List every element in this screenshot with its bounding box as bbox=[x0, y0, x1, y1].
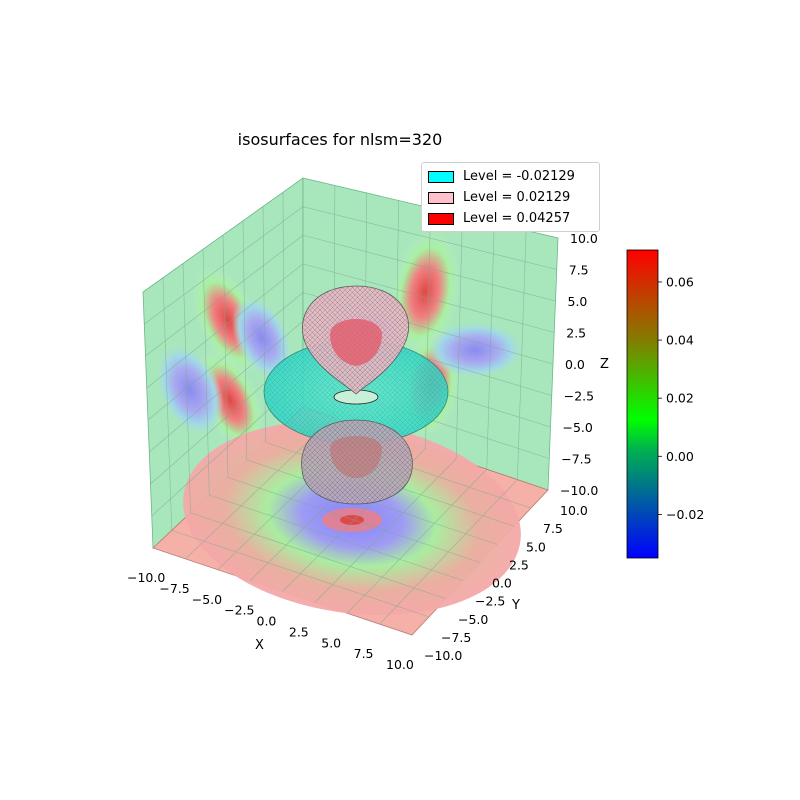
x-tick-label: −10.0 bbox=[127, 570, 165, 585]
x-tick-label: 2.5 bbox=[289, 624, 309, 639]
colorbar-tick-label: 0.00 bbox=[666, 449, 694, 464]
grid-line bbox=[262, 206, 266, 443]
y-axis-label: Y bbox=[511, 598, 520, 613]
y-tick-label: −10.0 bbox=[424, 648, 462, 663]
legend: Level = -0.02129 Level = 0.02129 Level =… bbox=[421, 162, 600, 232]
z-axis-ticks: −10.0 −7.5 −5.0 −2.5 0.0 2.5 5.0 7.5 10.0 bbox=[560, 231, 598, 498]
y-axis-ticks: −10.0 −7.5 −5.0 −2.5 0.0 2.5 5.0 7.5 10.0 bbox=[424, 503, 588, 663]
x-tick-label: −2.5 bbox=[224, 603, 254, 618]
y-tick-label: 0.0 bbox=[492, 576, 512, 591]
grid-line bbox=[302, 206, 557, 270]
y-tick-label: 5.0 bbox=[526, 539, 546, 554]
z-tick-label: 7.5 bbox=[569, 263, 589, 278]
grid-line bbox=[147, 292, 304, 421]
y-tick-label: 2.5 bbox=[509, 557, 529, 572]
legend-label: Level = 0.04257 bbox=[463, 211, 571, 226]
floor bbox=[152, 406, 549, 636]
colorbar-tick-label: 0.04 bbox=[666, 333, 694, 348]
colorbar-tick-label: 0.06 bbox=[666, 274, 694, 289]
x-tick-label: 0.0 bbox=[257, 614, 277, 629]
legend-label: Level = 0.02129 bbox=[463, 190, 571, 205]
x-tick-label: 5.0 bbox=[321, 635, 341, 650]
legend-swatch-pink bbox=[428, 191, 454, 204]
grid-line bbox=[455, 215, 463, 459]
colorbar-ticks: −0.02 0.00 0.02 0.04 0.06 bbox=[658, 274, 704, 522]
z-tick-label: −10.0 bbox=[560, 483, 598, 498]
grid-line bbox=[144, 206, 304, 325]
legend-swatch-red bbox=[428, 212, 454, 225]
z-tick-label: −5.0 bbox=[563, 420, 593, 435]
grid-line bbox=[146, 263, 304, 389]
y-tick-label: −2.5 bbox=[475, 594, 505, 609]
z-tick-label: −7.5 bbox=[561, 452, 591, 467]
z-tick-label: 5.0 bbox=[568, 294, 588, 309]
y-tick-label: 7.5 bbox=[543, 521, 563, 536]
x-tick-label: −5.0 bbox=[192, 592, 222, 607]
y-tick-label: −7.5 bbox=[441, 630, 471, 645]
legend-swatch-cyan bbox=[428, 170, 454, 183]
z-axis-label: Z bbox=[600, 357, 609, 372]
colorbar: −0.02 0.00 0.02 0.04 0.06 bbox=[626, 249, 704, 559]
y-tick-label: −5.0 bbox=[458, 612, 488, 627]
z-tick-label: 2.5 bbox=[566, 326, 586, 341]
z-tick-label: 10.0 bbox=[570, 231, 598, 246]
grid-line bbox=[302, 263, 555, 333]
chart-title: isosurfaces for nlsm=320 bbox=[237, 130, 443, 149]
z-tick-label: 0.0 bbox=[565, 357, 585, 372]
colorbar-gradient bbox=[626, 249, 659, 559]
colorbar-tick-label: −0.02 bbox=[666, 507, 704, 522]
x-tick-label: −7.5 bbox=[159, 581, 189, 596]
legend-entry: Level = -0.02129 bbox=[428, 166, 593, 187]
y-tick-label: 10.0 bbox=[560, 503, 588, 518]
colorbar-tick-label: 0.02 bbox=[666, 391, 694, 406]
grid-line bbox=[242, 220, 248, 460]
legend-label: Level = -0.02129 bbox=[463, 169, 575, 184]
x-tick-label: 10.0 bbox=[386, 657, 414, 672]
legend-entry: Level = 0.04257 bbox=[428, 208, 593, 229]
isosurfaces bbox=[263, 285, 449, 505]
x-axis-label: X bbox=[255, 638, 264, 653]
grid-line bbox=[302, 234, 556, 302]
grid-line bbox=[486, 222, 495, 470]
grid-line bbox=[145, 235, 304, 357]
grid-line bbox=[314, 458, 457, 603]
grid-line bbox=[517, 230, 527, 480]
legend-entry: Level = 0.02129 bbox=[428, 187, 593, 208]
grid-line bbox=[347, 469, 487, 614]
grid-line bbox=[379, 479, 518, 625]
x-tick-label: 7.5 bbox=[354, 646, 374, 661]
x-axis-ticks: −10.0−7.5−5.0−2.50.0 2.5 5.0 7.5 10.0 bbox=[127, 570, 414, 672]
z-tick-label: −2.5 bbox=[564, 389, 594, 404]
